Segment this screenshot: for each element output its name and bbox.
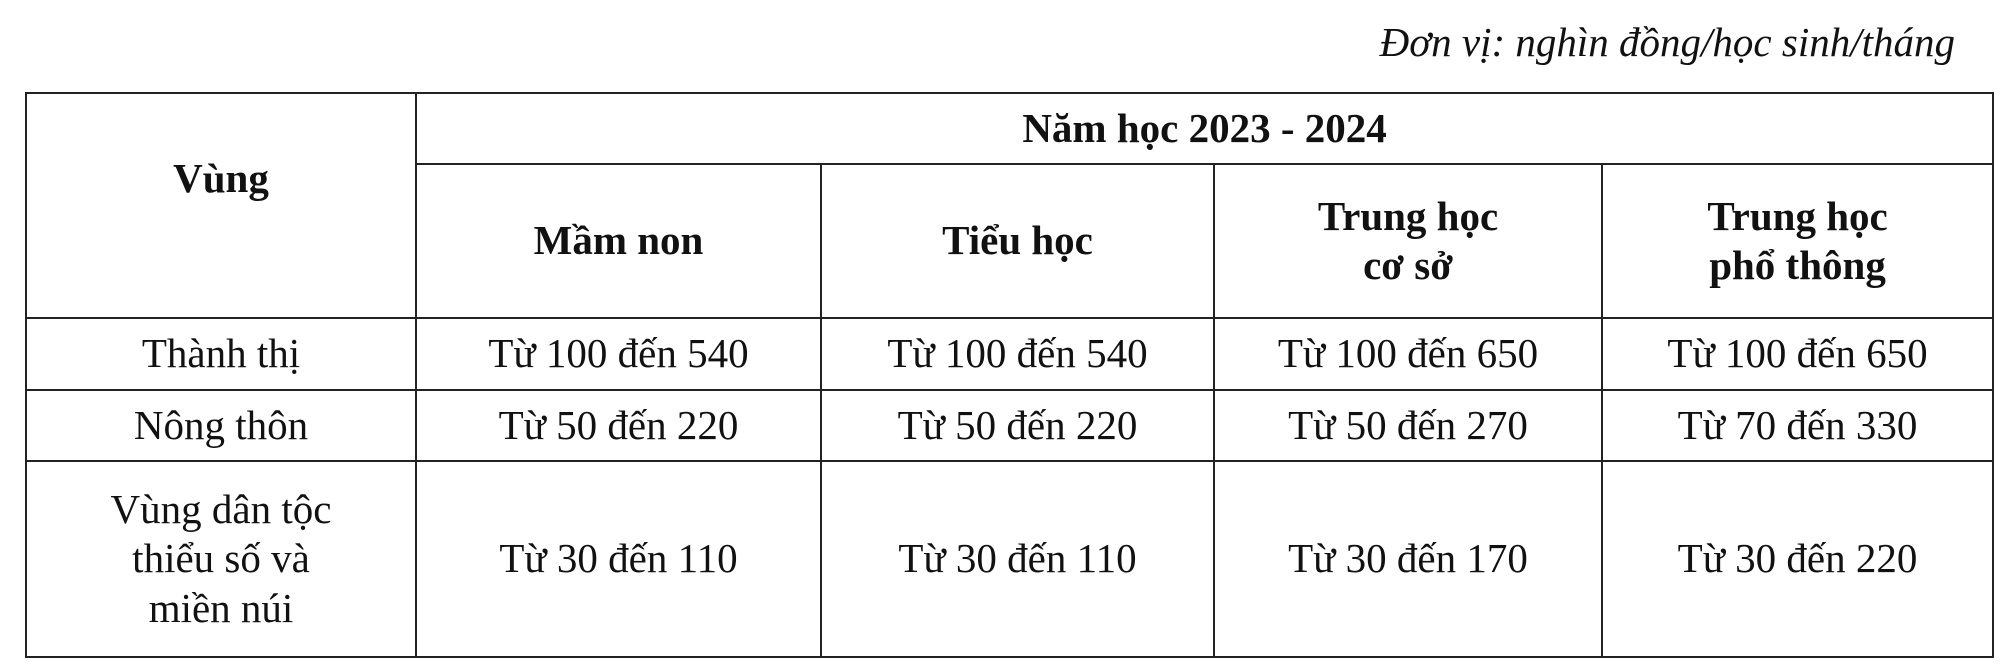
fee-table: Vùng Năm học 2023 - 2024 Mầm non Tiểu họ… <box>25 92 1995 658</box>
unit-note: Đơn vị: nghìn đồng/học sinh/tháng <box>1379 19 1955 65</box>
region-cell: Vùng dân tộc thiểu số và miền núi <box>25 460 417 658</box>
fee-cell: Từ 30 đến 110 <box>820 460 1215 658</box>
year-header: Năm học 2023 - 2024 <box>414 92 1995 165</box>
level-header-upper-secondary: Trung học phổ thông <box>1600 163 1995 319</box>
fee-cell: Từ 70 đến 330 <box>1600 389 1995 462</box>
level-header-primary: Tiểu học <box>820 163 1215 319</box>
fee-cell: Từ 30 đến 220 <box>1600 460 1995 658</box>
region-cell: Nông thôn <box>25 389 417 462</box>
fee-cell: Từ 100 đến 650 <box>1600 317 1995 391</box>
table-row: Vùng dân tộc thiểu số và miền núi Từ 30 đế… <box>25 460 1995 658</box>
level-header-preschool: Mầm non <box>415 163 822 319</box>
fee-cell: Từ 30 đến 170 <box>1213 460 1603 658</box>
fee-cell: Từ 30 đến 110 <box>415 460 822 658</box>
table-row: Nông thôn Từ 50 đến 220 Từ 50 đến 220 Từ… <box>25 389 1995 462</box>
fee-cell: Từ 50 đến 220 <box>415 389 822 462</box>
region-header: Vùng <box>25 92 417 319</box>
table-row: Thành thị Từ 100 đến 540 Từ 100 đến 540 … <box>25 317 1995 391</box>
fee-cell: Từ 100 đến 540 <box>415 317 822 391</box>
level-header-lower-secondary: Trung học cơ sở <box>1213 163 1603 319</box>
fee-cell: Từ 100 đến 540 <box>820 317 1215 391</box>
fee-cell: Từ 50 đến 220 <box>820 389 1215 462</box>
fee-cell: Từ 50 đến 270 <box>1213 389 1603 462</box>
fee-cell: Từ 100 đến 650 <box>1213 317 1603 391</box>
region-cell: Thành thị <box>25 317 417 391</box>
